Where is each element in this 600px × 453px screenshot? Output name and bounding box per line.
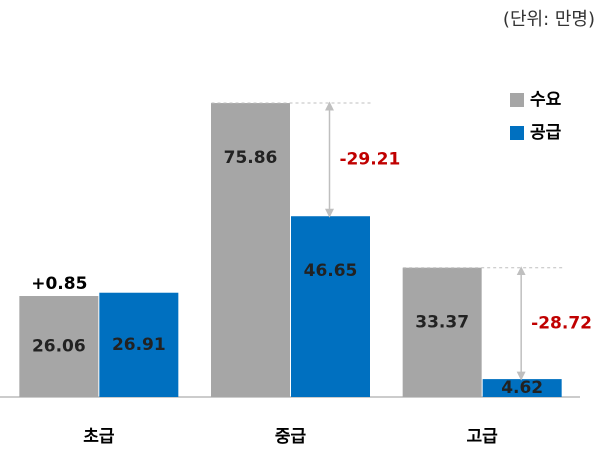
- unit-note: (단위: 만명): [503, 9, 595, 30]
- value-label: 4.62: [501, 378, 543, 398]
- value-label: 26.06: [32, 337, 86, 357]
- legend-swatch: [510, 93, 524, 107]
- annotation: -28.72: [531, 313, 592, 333]
- legend-label: 공급: [530, 123, 562, 143]
- value-label: 33.37: [415, 313, 469, 333]
- value-label: 26.91: [112, 335, 166, 355]
- legend-label: 수요: [530, 90, 562, 110]
- legend-swatch: [510, 126, 524, 140]
- value-label: 75.86: [224, 148, 278, 168]
- x-tick-label: 고급: [467, 427, 499, 447]
- annotation: -29.21: [340, 150, 401, 170]
- bar: [482, 379, 562, 397]
- x-tick-label: 초급: [83, 427, 115, 447]
- bar: [99, 292, 179, 397]
- bar: [211, 103, 290, 397]
- bar: [19, 296, 99, 397]
- annotation: +0.85: [31, 274, 87, 294]
- bar: [402, 267, 482, 397]
- bar: [291, 216, 370, 397]
- x-tick-label: 중급: [275, 427, 307, 447]
- value-label: 46.65: [304, 261, 358, 281]
